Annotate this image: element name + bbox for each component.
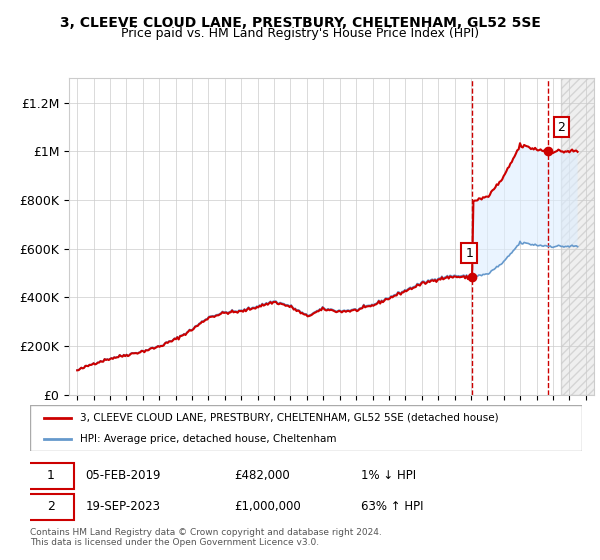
Text: HPI: Average price, detached house, Cheltenham: HPI: Average price, detached house, Chel… <box>80 435 336 444</box>
Text: 1: 1 <box>47 469 55 483</box>
Text: Price paid vs. HM Land Registry's House Price Index (HPI): Price paid vs. HM Land Registry's House … <box>121 27 479 40</box>
Text: 1: 1 <box>465 246 473 260</box>
FancyBboxPatch shape <box>27 494 74 520</box>
Text: 3, CLEEVE CLOUD LANE, PRESTBURY, CHELTENHAM, GL52 5SE: 3, CLEEVE CLOUD LANE, PRESTBURY, CHELTEN… <box>59 16 541 30</box>
Text: 3, CLEEVE CLOUD LANE, PRESTBURY, CHELTENHAM, GL52 5SE (detached house): 3, CLEEVE CLOUD LANE, PRESTBURY, CHELTEN… <box>80 413 499 423</box>
Text: 1% ↓ HPI: 1% ↓ HPI <box>361 469 416 483</box>
Text: £1,000,000: £1,000,000 <box>234 500 301 514</box>
Bar <box>561 78 600 395</box>
Text: 63% ↑ HPI: 63% ↑ HPI <box>361 500 424 514</box>
Text: 2: 2 <box>47 500 55 514</box>
FancyBboxPatch shape <box>30 405 582 451</box>
Bar <box>561 78 600 395</box>
Text: 2: 2 <box>557 120 565 134</box>
Text: 05-FEB-2019: 05-FEB-2019 <box>85 469 161 483</box>
FancyBboxPatch shape <box>27 463 74 489</box>
Text: £482,000: £482,000 <box>234 469 290 483</box>
Text: 19-SEP-2023: 19-SEP-2023 <box>85 500 160 514</box>
Text: Contains HM Land Registry data © Crown copyright and database right 2024.
This d: Contains HM Land Registry data © Crown c… <box>30 528 382 547</box>
